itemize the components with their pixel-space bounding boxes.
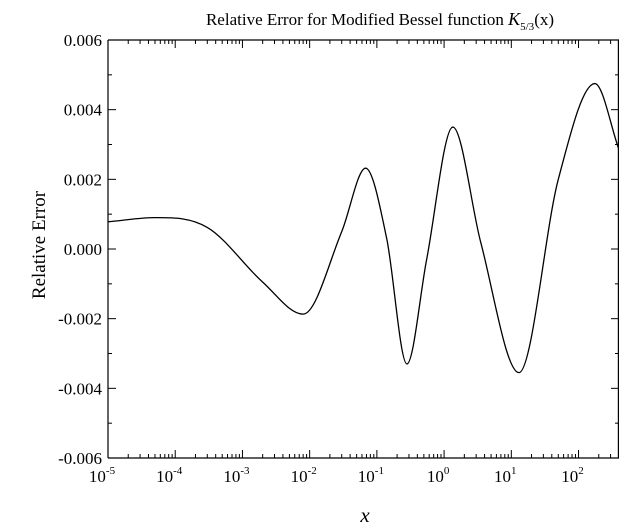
x-tick-label-base: 10 [358,467,375,486]
x-axis-label: x [359,503,370,527]
x-tick-label-exponent: 0 [444,465,450,477]
tick-labels-layer: 10-5 10-4 10-3 10-2 10-1 100 101 1020.0060.0040… [58,31,584,486]
x-tick-label-base: 10 [156,467,173,486]
x-tick-label-exponent: -2 [308,465,317,477]
x-tick-label-base: 10 [427,467,444,486]
x-tick-label-base: 10 [494,467,511,486]
x-tick-label: 10-4 [156,465,183,486]
y-tick-label: -0.002 [58,310,102,329]
y-tick-label: -0.004 [58,379,102,398]
x-tick-label-exponent: -3 [240,465,250,477]
ticks-layer [107,39,619,459]
x-tick-label: 10-5 [89,465,116,486]
x-tick-label: 101 [494,465,517,486]
chart-title-subscript: 5/3 [520,21,535,33]
x-tick-label-base: 10 [89,467,106,486]
x-tick-label: 10-3 [223,465,250,486]
series-line [107,82,619,374]
y-tick-label: 0.004 [64,101,103,120]
x-tick-label-exponent: -4 [173,465,183,477]
chart-title-suffix: (x) [534,10,554,29]
y-tick-label: 0.000 [64,240,102,259]
chart-title: Relative Error for Modified Bessel funct… [206,9,554,33]
y-tick-label: 0.002 [64,170,102,189]
x-tick-label-base: 10 [291,467,308,486]
x-tick-label: 10-1 [358,465,384,486]
x-tick-label-exponent: 2 [578,465,584,477]
chart-title-prefix: Relative Error for Modified Bessel funct… [206,10,508,29]
x-tick-label-exponent: -5 [106,465,116,477]
y-tick-label: 0.006 [64,31,102,50]
y-axis-label: Relative Error [29,190,50,299]
x-tick-label: 100 [427,465,450,486]
y-tick-label: -0.006 [58,449,102,468]
axes-layer [107,39,619,459]
x-tick-label: 10-2 [291,465,317,486]
x-tick-label: 102 [561,465,584,486]
x-tick-label-base: 10 [223,467,240,486]
x-tick-label-exponent: 1 [511,465,517,477]
x-tick-label-exponent: -1 [375,465,384,477]
chart-title-symbol: K [507,9,521,29]
series-layer [107,82,619,374]
x-tick-label-base: 10 [561,467,578,486]
